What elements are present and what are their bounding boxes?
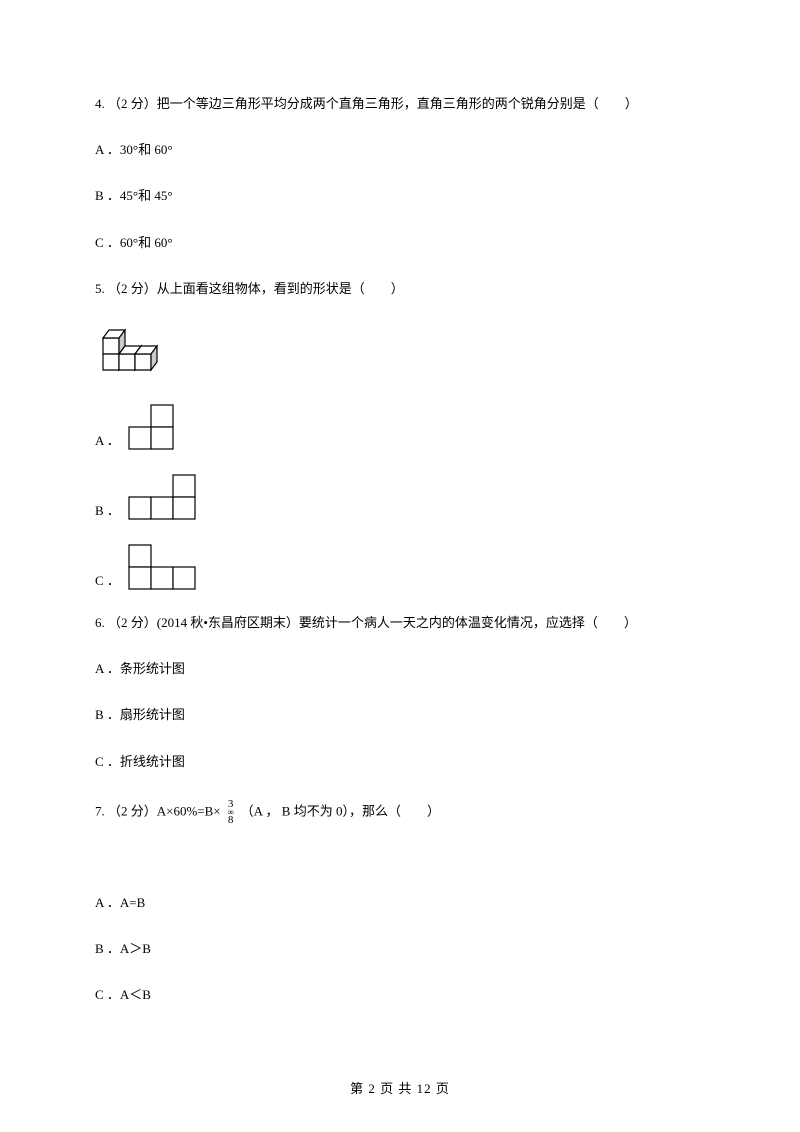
option-a-label: A ． [95,432,120,452]
q7-frac-den: 8 [226,814,236,826]
question-6-stem: 6. （2 分）(2014 秋•东昌府区期末）要统计一个病人一天之内的体温变化情… [95,614,705,632]
question-6-option-c: C ．折线统计图 [95,753,705,771]
question-5-option-b: B ． [95,474,705,522]
question-4-option-a: A ．30°和 60° [95,141,705,159]
question-6-option-b: B ．扇形统计图 [95,706,705,724]
question-7-option-b: B ．A＞B [95,940,705,958]
question-6-option-a: A ．条形统计图 [95,660,705,678]
question-5-stem: 5. （2 分）从上面看这组物体，看到的形状是（ ） [95,280,705,298]
question-5-option-c: C ． [95,544,705,592]
question-4-stem: 4. （2 分）把一个等边三角形平均分成两个直角三角形，直角三角形的两个锐角分别… [95,95,705,113]
option-c-figure [126,544,198,592]
option-c-label: C ． [95,572,120,592]
page-footer: 第 2 页 共 12 页 [0,1080,800,1098]
question-5-option-a: A ． [95,404,705,452]
question-7-option-a: A ．A=B [95,894,705,912]
q7-stem-before: 7. （2 分）A×60%=B× [95,803,221,818]
option-a-figure [126,404,176,452]
question-5-figure-3d [95,326,705,386]
option-b-label: B ． [95,502,120,522]
q7-stem-after: （A ， B 均不为 0），那么（ ） [241,803,440,818]
question-4-option-b: B ．45°和 45° [95,187,705,205]
option-b-figure [126,474,198,522]
q7-fraction: 3 ∞ 8 [226,799,236,826]
question-7-stem: 7. （2 分）A×60%=B× 3 ∞ 8 （A ， B 均不为 0），那么（… [95,799,705,826]
question-4-option-c: C ．60°和 60° [95,234,705,252]
question-7-option-c: C ．A＜B [95,986,705,1004]
